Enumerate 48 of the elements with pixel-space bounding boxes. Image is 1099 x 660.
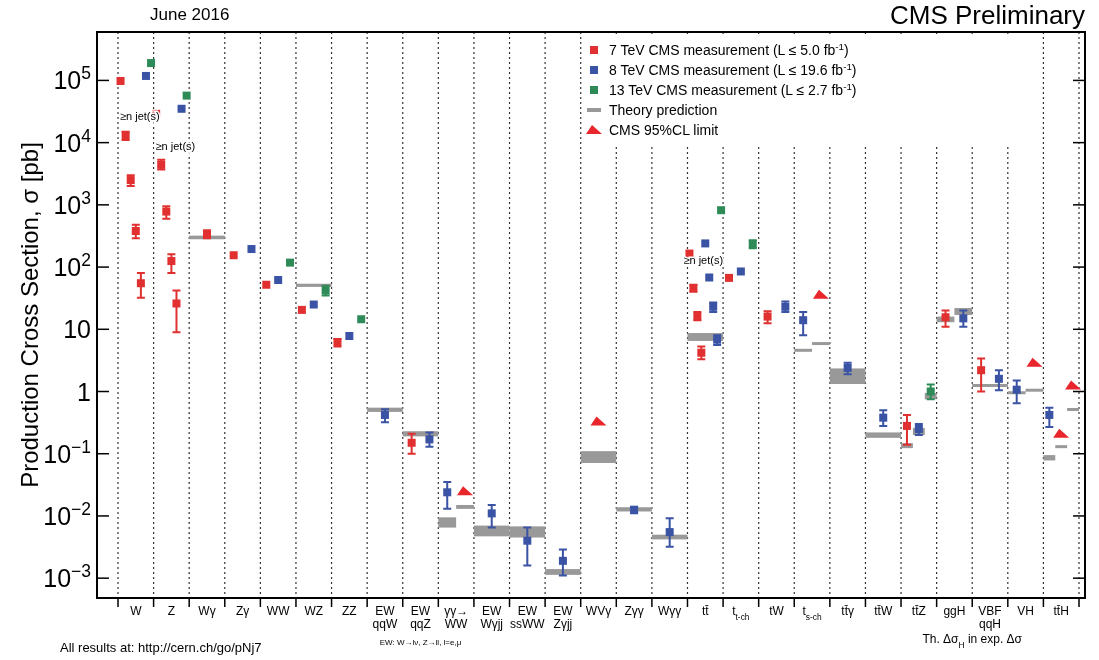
x-tick-label: WZ — [304, 604, 324, 618]
y-tick-label: 10$^{3}$ — [53, 187, 91, 219]
x-tick-label: Wγγ — [658, 604, 682, 618]
x-tick-label: EW Wγjj — [480, 604, 504, 631]
annotation: ≥n jet(s) — [155, 140, 196, 152]
x-tick-label: Zγγ — [624, 604, 644, 618]
annotation: ≥n jet(s) — [683, 254, 724, 266]
x-tick-label: EW ssWW — [509, 604, 546, 631]
chart-title: CMS Preliminary — [889, 0, 1085, 30]
x-tick-label: tt̄H — [1053, 604, 1069, 618]
y-tick-label: 10$^{−2}$ — [43, 498, 91, 530]
x-tick-label: tt̄γ — [841, 604, 854, 618]
x-tick-label: ZZ — [342, 604, 357, 618]
x-tick-label: Z — [167, 604, 176, 618]
y-tick-label: 10$^{2}$ — [53, 250, 91, 282]
y-axis-title: Production Cross Section, σ [pb] — [16, 142, 43, 488]
x-tick-label: tt̄W — [874, 604, 893, 618]
x-tick-label: ggH — [943, 604, 966, 618]
x-tick-label: t$_{t-ch}$ — [732, 604, 750, 622]
x-tick-label: EW Zγjj — [553, 604, 574, 631]
x-tick-label: Zγ — [235, 604, 250, 618]
x-tick-label: WW — [266, 604, 291, 618]
x-tick-label: W — [130, 604, 143, 618]
text: Th. Δσ$_{H}$ in exp. Δσ — [922, 632, 1023, 650]
y-tick-label: 1 — [77, 377, 91, 406]
x-tick-label: tt̄ — [701, 604, 710, 618]
text: EW: W→lν, Z→ll, l=e,μ — [379, 638, 462, 647]
x-tick-label: WVγ — [585, 604, 612, 618]
x-tick-label: EW qqZ — [410, 604, 431, 631]
legend-label: 13 TeV CMS measurement (L ≤ 2.7 fb$^{-1}$) — [609, 80, 857, 98]
chart-subtitle: June 2016 — [150, 5, 230, 24]
legend-label: 7 TeV CMS measurement (L ≤ 5.0 fb$^{-1}$) — [609, 40, 849, 58]
text: All results at: http://cern.ch/go/pNj7 — [60, 640, 262, 655]
x-tick-label: γγ→ WW — [444, 604, 469, 631]
x-tick-label: tt̄Z — [911, 604, 926, 618]
legend-label: Theory prediction — [609, 102, 718, 118]
y-tick-label: 10$^{−3}$ — [43, 561, 91, 593]
y-tick-label: 10$^{5}$ — [53, 63, 91, 95]
x-tick-label: EW qqW — [372, 604, 398, 631]
x-tick-label: VH — [1017, 604, 1034, 618]
x-tick-label: t$_{s-ch}$ — [802, 604, 822, 622]
y-tick-label: 10$^{4}$ — [53, 125, 92, 157]
x-tick-label: tW — [769, 604, 785, 618]
legend-label: CMS 95%CL limit — [609, 122, 719, 138]
legend-label: 8 TeV CMS measurement (L ≤ 19.6 fb$^{-1}$) — [609, 60, 857, 78]
x-tick-label: Wγ — [198, 604, 216, 618]
y-tick-label: 10$^{−1}$ — [43, 436, 91, 468]
y-tick-label: 10 — [63, 315, 91, 344]
